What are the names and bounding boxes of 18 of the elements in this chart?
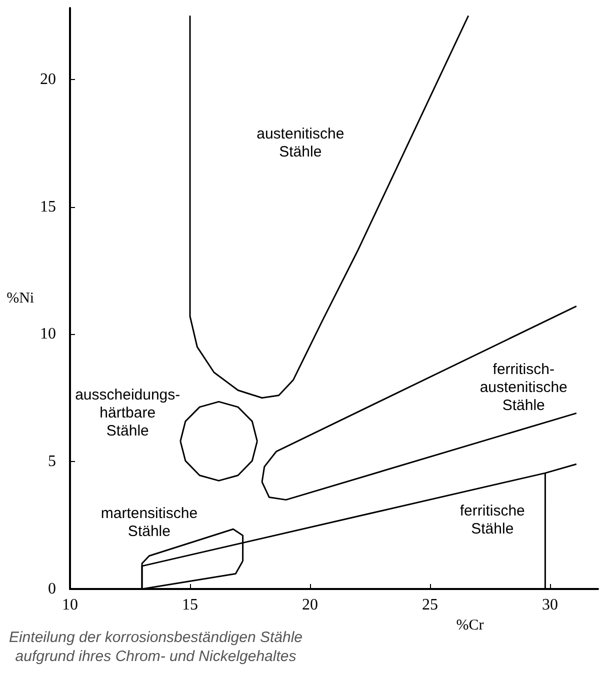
y-tick-label: 5: [48, 453, 56, 470]
annotation: austenitische Stähle: [256, 126, 344, 161]
y-tick-label: 10: [40, 326, 56, 343]
x-tick-label: 10: [62, 596, 78, 614]
y-axis-title: %Ni: [6, 290, 34, 306]
y-tick-label: 15: [40, 198, 56, 216]
y-tick-label: 0: [48, 580, 56, 598]
x-axis-title: %Cr: [456, 617, 484, 634]
annotation: ferritische Stähle: [460, 502, 525, 538]
annotation: martensitische Stähle: [100, 505, 198, 540]
y-tick-label: 20: [40, 70, 56, 88]
annotation: ferritisch- austenitische Stähle: [480, 361, 568, 414]
x-tick-label: 30: [542, 596, 558, 614]
annotation: ausscheidungs- härtbare Stähle: [75, 386, 180, 440]
text: Einteilung der korrosionsbeständigen Stähle aufgrund ihres Chrom- und Nickelgehaltes: [8, 629, 303, 665]
x-tick-label: 15: [182, 596, 198, 614]
x-tick-label: 25: [422, 596, 438, 614]
x-tick-label: 20: [302, 596, 318, 614]
